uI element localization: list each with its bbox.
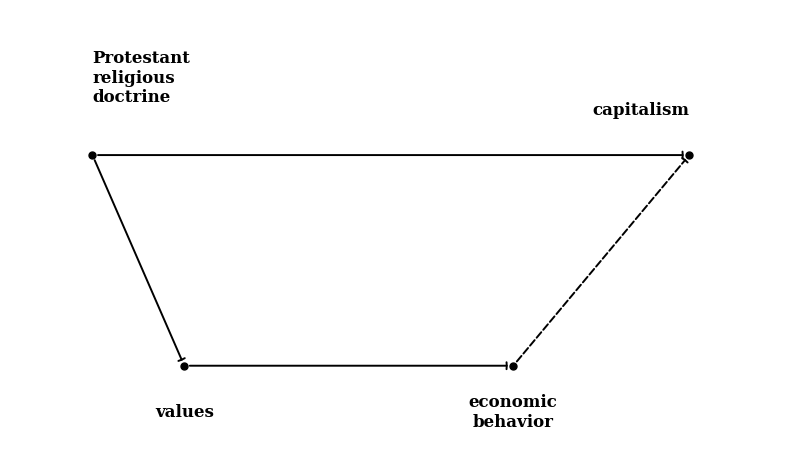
Text: capitalism: capitalism <box>592 101 689 119</box>
Text: economic
behavior: economic behavior <box>469 393 558 430</box>
Text: values: values <box>155 403 214 420</box>
Text: Protestant
religious
doctrine: Protestant religious doctrine <box>92 50 190 106</box>
